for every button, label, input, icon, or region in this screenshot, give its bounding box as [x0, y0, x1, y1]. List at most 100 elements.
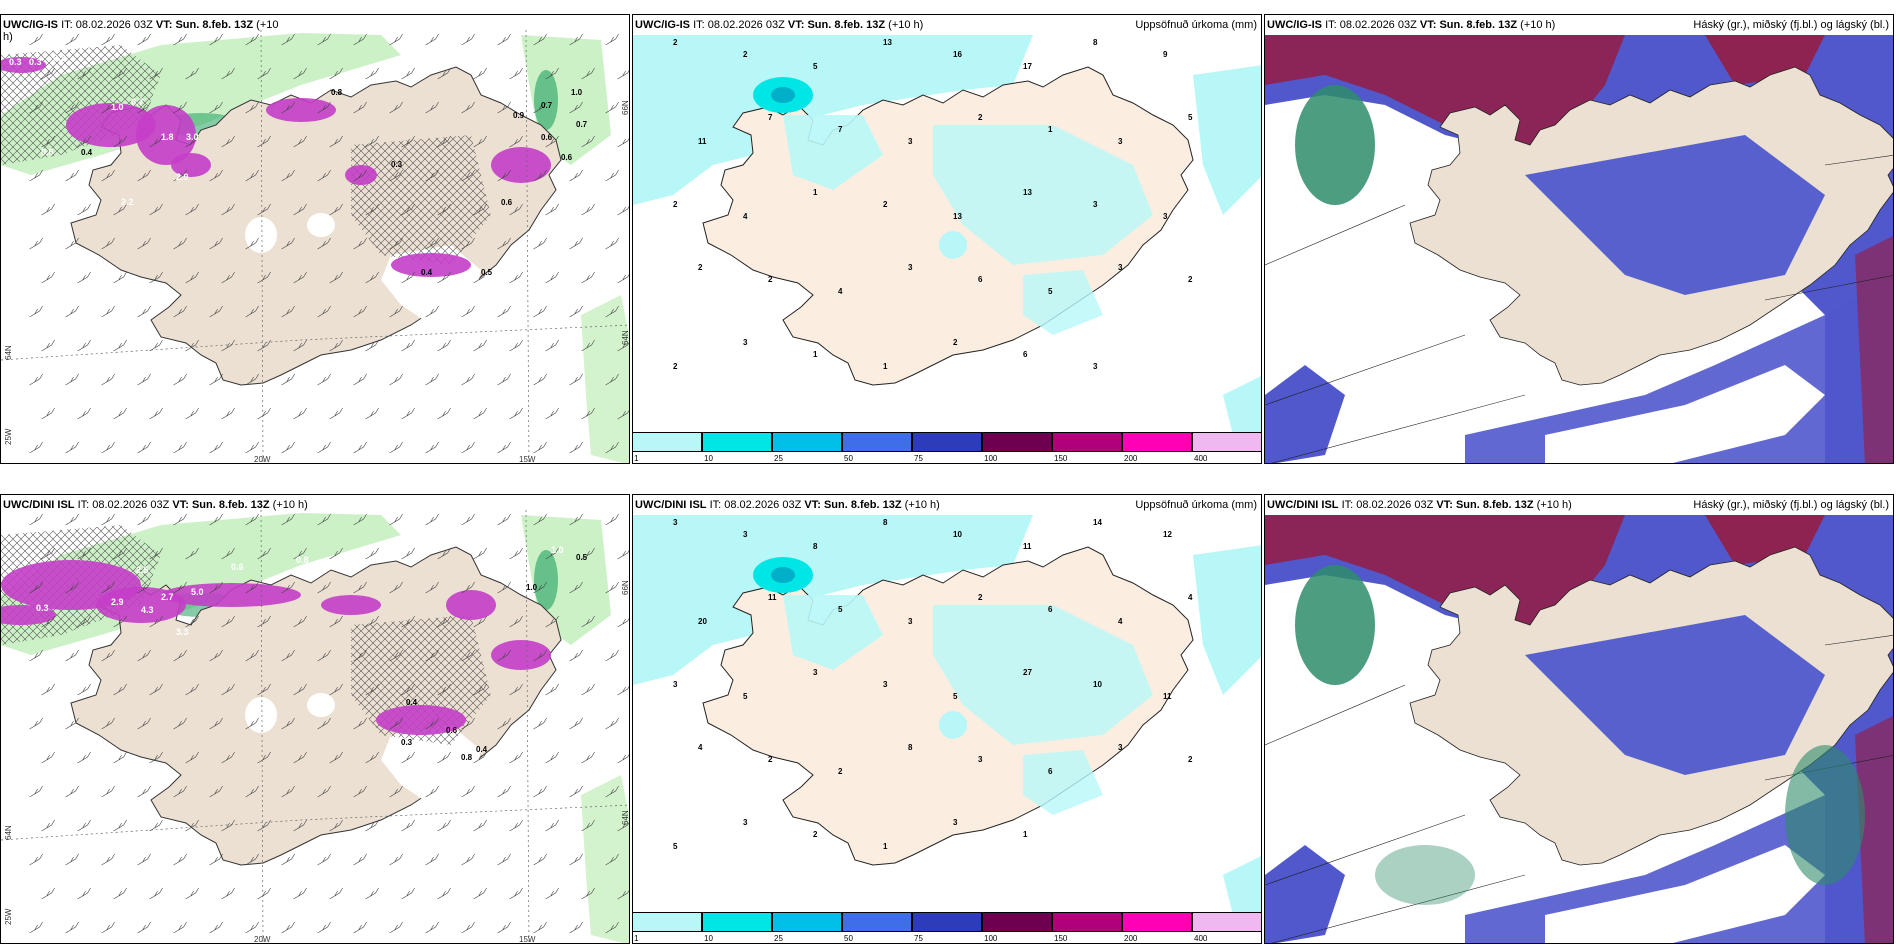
- colorbar-tick-label: 75: [914, 934, 923, 943]
- colorbar-segment: [1052, 912, 1122, 932]
- colorbar-segment: [1122, 432, 1192, 452]
- wind-barb: [425, 921, 439, 934]
- hatched-region: [351, 135, 491, 265]
- wind-barb: [581, 67, 595, 80]
- wind-barb: [497, 785, 511, 798]
- wind-barb: [509, 751, 523, 764]
- wind-barb: [209, 169, 223, 182]
- wind-barb: [77, 547, 91, 560]
- wind-barb: [569, 305, 583, 318]
- wind-barb: [437, 683, 451, 696]
- wind-barb: [293, 615, 307, 628]
- wind-barb: [425, 305, 439, 318]
- vt-value: Sun. 8.feb. 13Z: [823, 499, 902, 511]
- wind-barb: [473, 203, 487, 216]
- snow-value-label: 0.6: [501, 198, 513, 207]
- wind-barb: [29, 373, 43, 386]
- precip-value-label: 3: [883, 680, 888, 689]
- wind-barb: [401, 819, 415, 832]
- precip-value-label: 8: [813, 542, 818, 551]
- wind-barb: [293, 819, 307, 832]
- wind-barb: [173, 513, 187, 526]
- wind-barb: [401, 683, 415, 696]
- low-cloud: [1785, 745, 1865, 885]
- wind-barb: [473, 615, 487, 628]
- wind-barb: [569, 649, 583, 662]
- wind-barb: [149, 683, 163, 696]
- precip-swath: [581, 775, 629, 943]
- wind-barb: [545, 203, 559, 216]
- high-cloud: [1855, 236, 1893, 463]
- wind-barb: [473, 135, 487, 148]
- colorbar-tick-label: 100: [984, 934, 998, 943]
- wind-barb: [149, 67, 163, 80]
- colorbar-tick-label: 200: [1124, 454, 1138, 463]
- wind-barb: [473, 683, 487, 696]
- wind-barb: [281, 169, 295, 182]
- snow-value-label: 0.3: [391, 160, 403, 169]
- wind-barb: [245, 853, 259, 866]
- wind-barb: [209, 717, 223, 730]
- colorbar-tick-label: 25: [774, 454, 783, 463]
- wind-barb: [437, 271, 451, 284]
- precip-value-label: 3: [1163, 212, 1168, 221]
- panel-header: UWC/DINI ISL IT: 08.02.2026 03Z VT: Sun.…: [1267, 499, 1572, 511]
- colorbar-segment: [842, 432, 912, 452]
- wind-barb: [497, 373, 511, 386]
- wind-barb: [113, 271, 127, 284]
- precip-value-label: 2: [698, 263, 703, 272]
- snow-value-label: 2.7: [161, 592, 174, 602]
- wind-barb: [317, 169, 331, 182]
- wind-barb: [245, 169, 259, 182]
- lead-time: (+10: [256, 19, 279, 31]
- snow-value-label: 0.5: [576, 553, 588, 562]
- lat-label-64n: 64N: [4, 345, 13, 360]
- model-name: UWC/DINI ISL: [1267, 499, 1339, 511]
- wind-barb: [461, 581, 475, 594]
- lat-label-66n: 66N: [621, 100, 630, 115]
- wind-barb: [461, 373, 475, 386]
- wind-barb: [461, 921, 475, 934]
- lead-time: (+10 h): [888, 19, 924, 31]
- precip-value-label: 6: [1023, 350, 1028, 359]
- wind-barb: [149, 407, 163, 420]
- precip-value-label: 2: [673, 200, 678, 209]
- colorbar-tick-label: 25: [774, 934, 783, 943]
- wind-barb: [257, 407, 271, 420]
- wind-barb: [173, 921, 187, 934]
- precip-value-label: 10: [953, 530, 962, 539]
- wind-barb: [533, 373, 547, 386]
- snow-value-label: 2.9: [111, 597, 124, 607]
- wind-barb: [425, 373, 439, 386]
- wind-barb: [257, 203, 271, 216]
- wind-barb: [317, 373, 331, 386]
- precip-colorbar-ticks-top: 1 10 25 50 75 100 150 200 400: [632, 454, 1262, 464]
- wind-barb: [365, 271, 379, 284]
- wind-barb: [533, 581, 547, 594]
- wind-barb: [317, 921, 331, 934]
- wind-barb: [29, 441, 43, 454]
- wind-barb: [185, 751, 199, 764]
- wind-barb: [581, 547, 595, 560]
- wind-barb: [137, 649, 151, 662]
- wind-barb: [257, 547, 271, 560]
- wind-barb: [401, 547, 415, 560]
- wind-barb: [245, 717, 259, 730]
- wind-barb: [221, 887, 235, 900]
- precip-value-label: 2: [978, 593, 983, 602]
- panel-title-right: Uppsöfnuð úrkoma (mm): [1135, 499, 1257, 511]
- wind-barb: [617, 410, 629, 420]
- wind-barb: [41, 67, 55, 80]
- snow-value-label: 0.6: [446, 726, 458, 735]
- wind-barb: [389, 785, 403, 798]
- precip-value-label: 11: [1163, 692, 1172, 701]
- precip-value-label: 4: [743, 212, 748, 221]
- wind-barb: [365, 683, 379, 696]
- wind-barb: [185, 271, 199, 284]
- wind-barb: [353, 717, 367, 730]
- wind-barb: [389, 169, 403, 182]
- it-value: 08.02.2026 03Z: [75, 19, 153, 31]
- cloud-map: [1265, 495, 1893, 943]
- wind-barb: [281, 785, 295, 798]
- wind-barb: [173, 33, 187, 46]
